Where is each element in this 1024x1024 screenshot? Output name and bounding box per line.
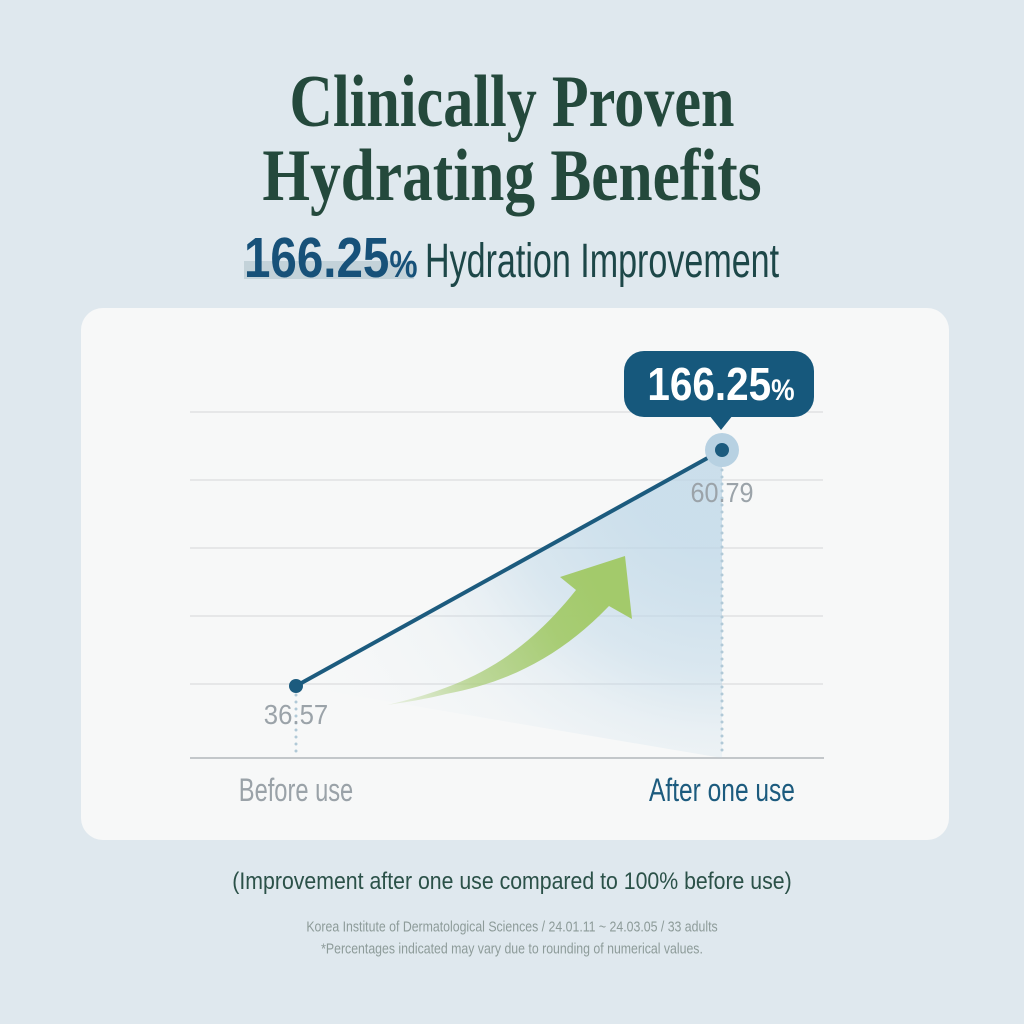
svg-text:166.25%: 166.25% [244,226,418,290]
svg-text:(Improvement after one use com: (Improvement after one use compared to 1… [232,867,791,895]
svg-text:*Percentages indicated may var: *Percentages indicated may vary due to r… [321,941,703,957]
svg-text:Hydrating Benefits: Hydrating Benefits [262,134,761,217]
svg-text:Clinically Proven: Clinically Proven [290,60,735,142]
svg-text:36.57: 36.57 [264,699,328,730]
svg-text:60.79: 60.79 [690,477,753,509]
svg-text:Korea Institute of Dermatologi: Korea Institute of Dermatological Scienc… [306,919,718,935]
svg-text:After one use: After one use [649,773,795,809]
svg-text:Before use: Before use [239,773,353,808]
svg-text:166.25%: 166.25% [647,360,794,411]
svg-text:Hydration Improvement: Hydration Improvement [425,233,779,287]
